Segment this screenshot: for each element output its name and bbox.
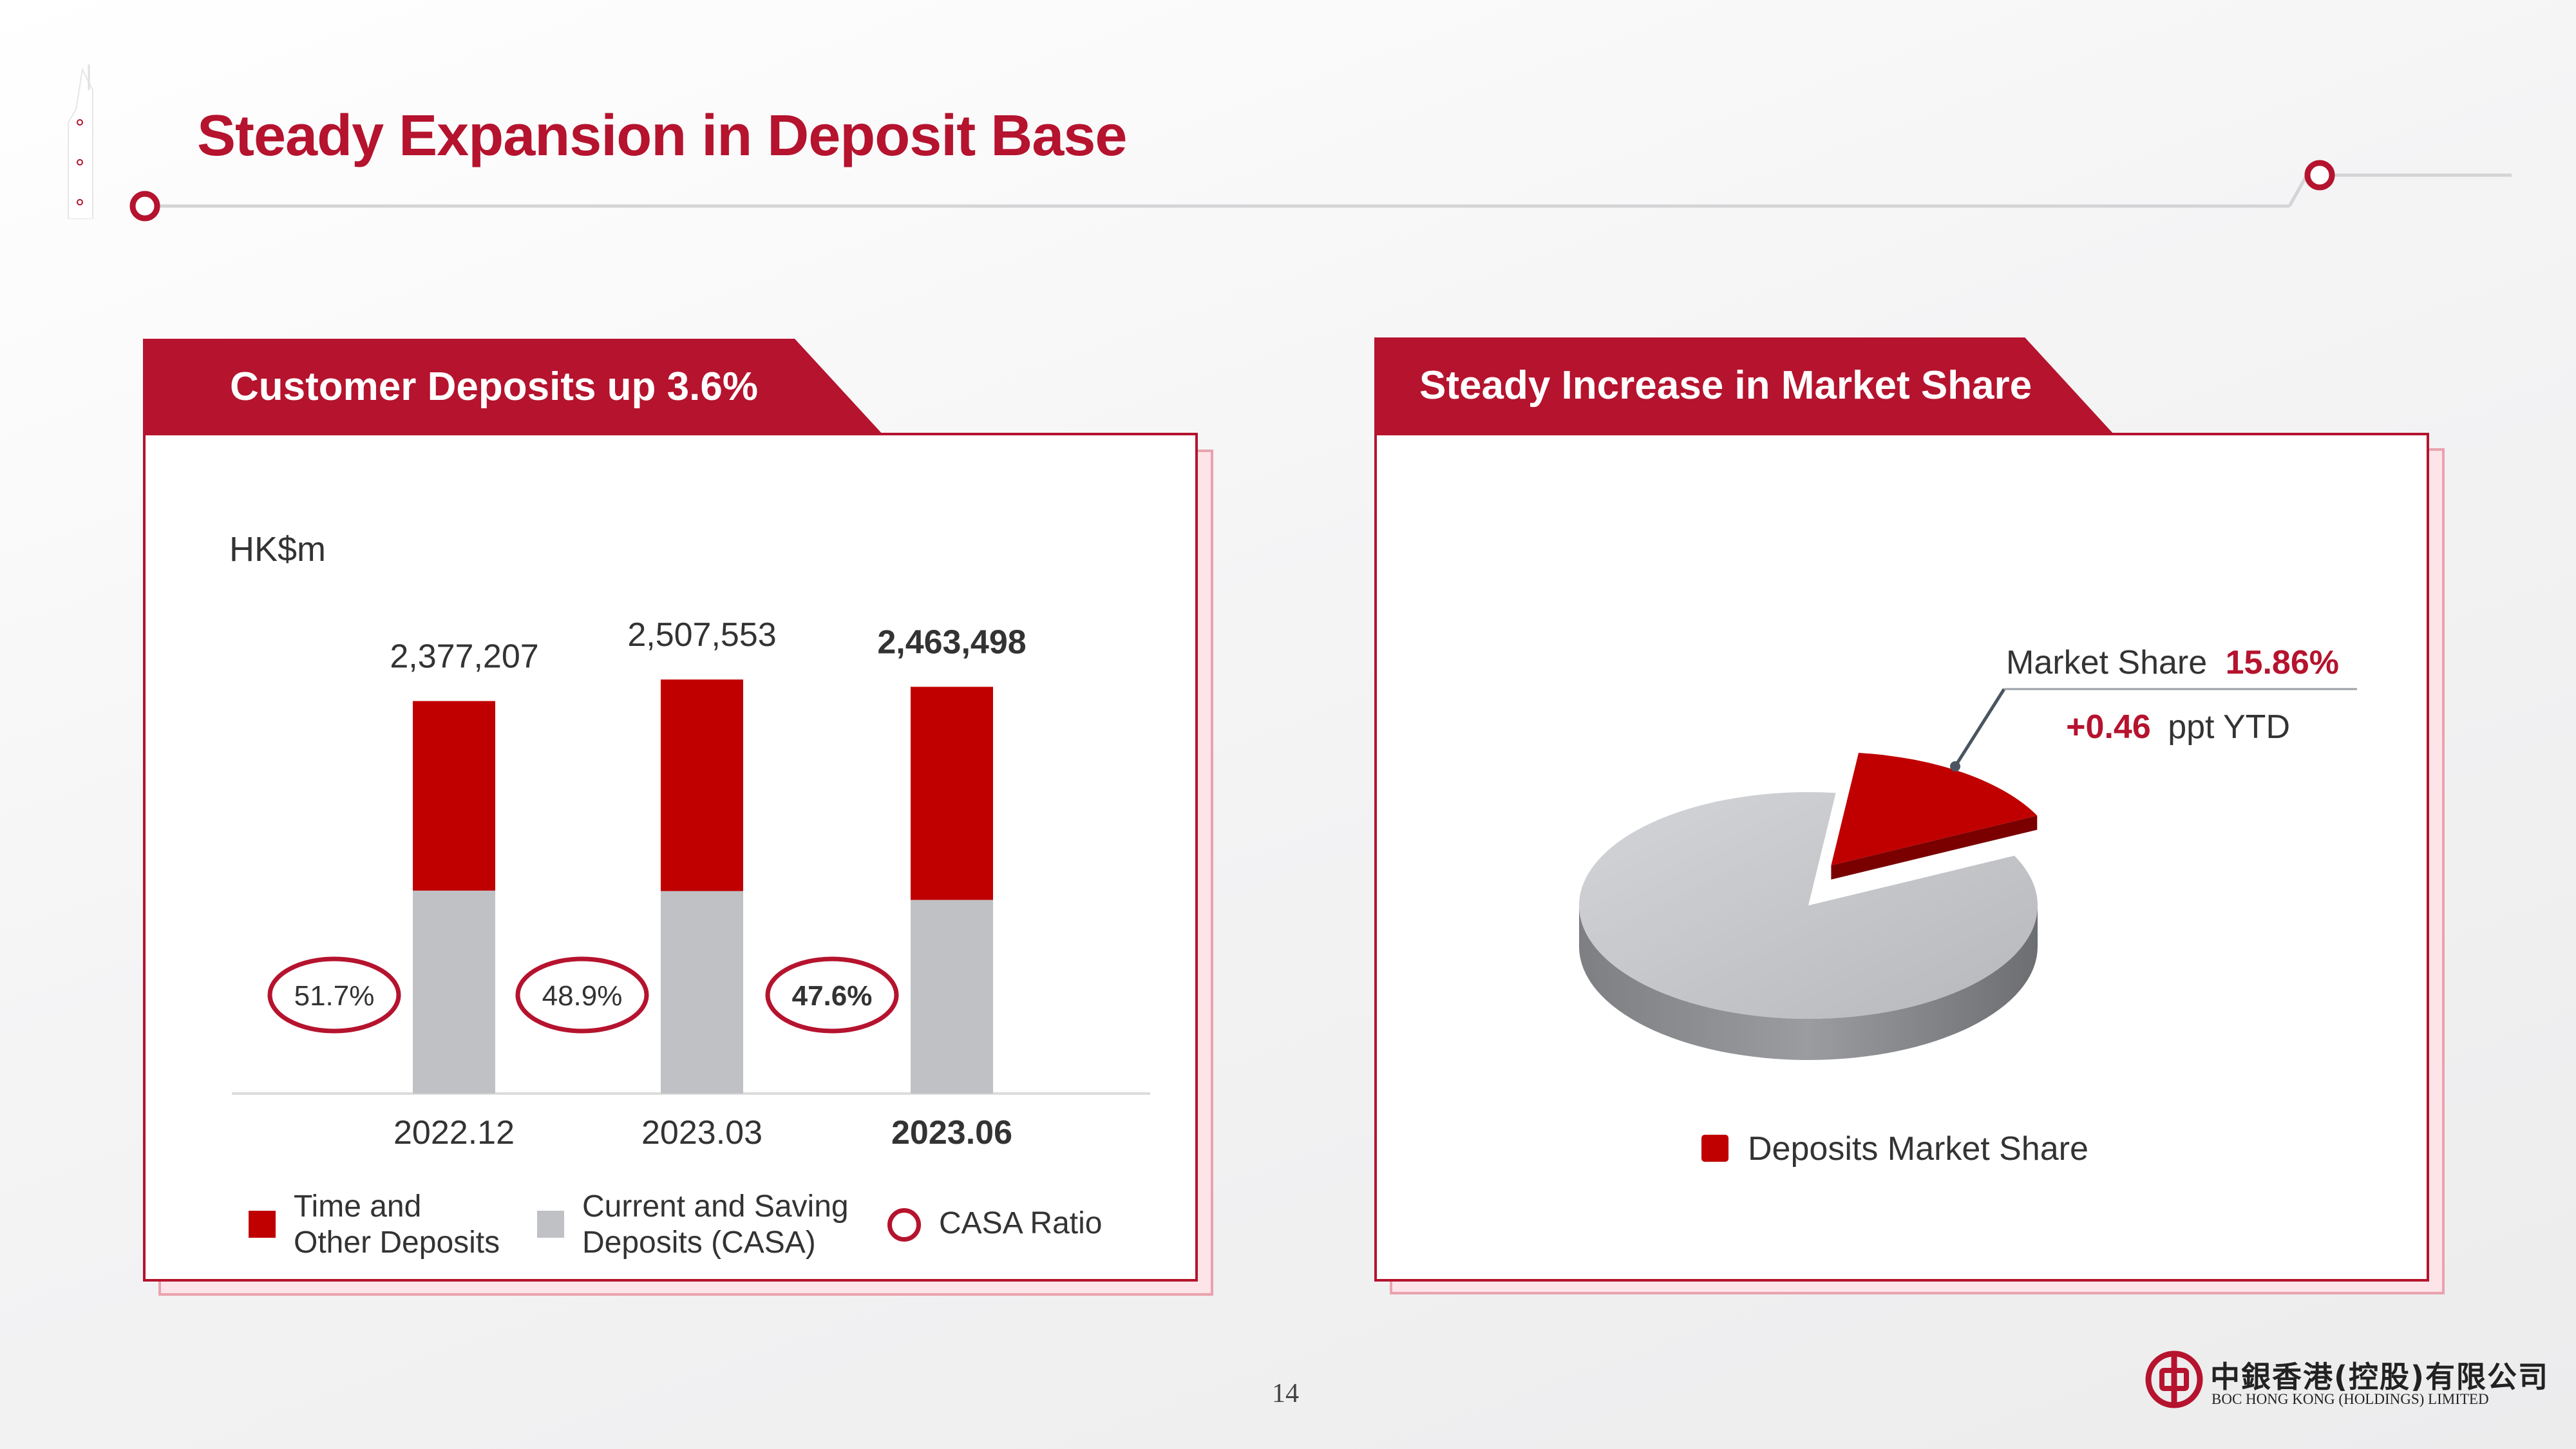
bar-casa-2023-06 — [911, 900, 993, 1094]
legend-time-deposits: Time and Other Deposits — [294, 1189, 500, 1261]
bar-time-deposits-2023-06 — [911, 687, 993, 900]
boc-logo-icon — [2145, 1350, 2203, 1408]
callout-change: +0.46 ppt YTD — [2066, 708, 2290, 746]
pie-slice-rest-side — [1579, 905, 2038, 1060]
pie-slice-deposits-market-share — [1831, 752, 2038, 866]
bar-time-deposits-2023-03 — [661, 679, 743, 891]
bar-total-label: 2,463,498 — [877, 623, 1026, 661]
callout-change-value: +0.46 — [2066, 708, 2151, 746]
callout-label: Market Share — [2006, 644, 2207, 681]
tower-logo-icon — [68, 64, 93, 219]
page-title: Steady Expansion in Deposit Base — [197, 104, 1127, 168]
callout-market-share: Market Share 15.86% — [2006, 644, 2339, 681]
pie-slice-rest-of-market — [1579, 791, 2038, 1019]
brand-name-en: BOC HONG KONG (HOLDINGS) LIMITED — [2211, 1391, 2489, 1407]
legend-time-deposits-line1: Time and — [294, 1189, 422, 1224]
header-left-ring-icon — [129, 191, 160, 222]
bar-casa-2023-03 — [661, 891, 743, 1094]
left-panel-tab: Customer Deposits up 3.6% — [143, 339, 884, 435]
legend-casa: Current and Saving Deposits (CASA) — [582, 1189, 849, 1261]
header-right-ring-icon — [2304, 160, 2335, 191]
pie-slice-share-side — [1831, 815, 2038, 880]
bar-casa-2022-12 — [413, 890, 495, 1094]
page-number: 14 — [1272, 1379, 1299, 1408]
x-tick-label: 2023.06 — [891, 1114, 1012, 1151]
legend-casa-ratio: CASA Ratio — [939, 1206, 1103, 1240]
legend-ring-casa-ratio-icon — [887, 1208, 921, 1242]
unit-label: HK$m — [229, 530, 327, 569]
right-panel-tab: Steady Increase in Market Share — [1374, 337, 2114, 434]
callout-leader-line — [1953, 688, 2006, 768]
legend-swatch-casa — [537, 1211, 564, 1238]
casa-ratio-label: 47.6% — [792, 980, 873, 1012]
bar-total-label: 2,377,207 — [390, 638, 538, 676]
legend-casa-line2: Deposits (CASA) — [582, 1226, 816, 1260]
callout-dot — [1950, 761, 1960, 772]
right-panel-tab-label: Steady Increase in Market Share — [1419, 363, 2032, 408]
casa-ratio-ring — [515, 956, 649, 1034]
casa-ratio-ring — [765, 956, 899, 1034]
x-tick-label: 2022.12 — [393, 1114, 515, 1151]
bar-total-label: 2,507,553 — [627, 616, 776, 654]
bar-time-deposits-2022-12 — [413, 701, 495, 891]
legend-market-share: Deposits Market Share — [1748, 1130, 2088, 1168]
casa-ratio-label: 48.9% — [542, 980, 623, 1012]
legend-swatch-time-deposits — [249, 1211, 276, 1238]
legend-swatch-market-share — [1701, 1135, 1728, 1162]
x-tick-label: 2023.03 — [641, 1114, 762, 1151]
header-divider — [129, 160, 2512, 222]
legend-casa-line1: Current and Saving — [582, 1189, 849, 1224]
left-panel-tab-label: Customer Deposits up 3.6% — [230, 365, 758, 409]
legend-time-deposits-line2: Other Deposits — [294, 1226, 500, 1260]
casa-ratio-label: 51.7% — [294, 980, 375, 1012]
callout-value: 15.86% — [2226, 644, 2339, 681]
brand-name-cn: 中銀香港(控股)有限公司 — [2210, 1359, 2550, 1394]
callout-change-suffix: ppt YTD — [2168, 708, 2290, 746]
casa-ratio-ring — [267, 956, 401, 1034]
